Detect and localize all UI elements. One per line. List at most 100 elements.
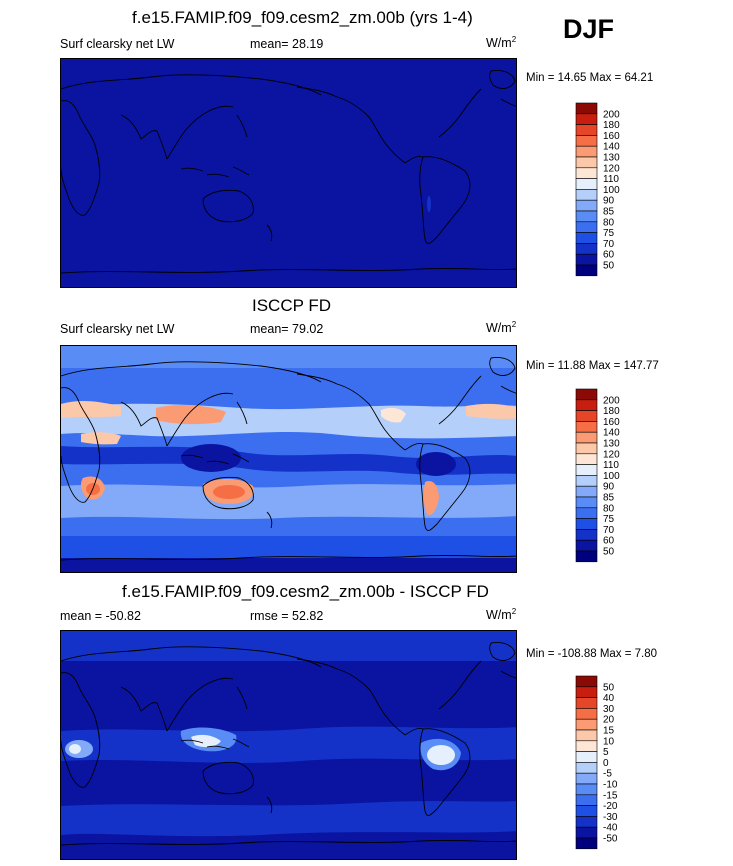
panel1-colorbar-box: [575, 145, 598, 158]
panel3-coastline: [236, 686, 248, 710]
panel2-colorbar-tick-label: 180: [603, 406, 620, 417]
panel1-colorbar-tick-label: 75: [603, 228, 615, 239]
panel3-map: [60, 630, 517, 860]
panel1-coastline: [166, 105, 234, 160]
panel2-coastline: [61, 361, 322, 383]
panel3-coastline: [120, 686, 168, 732]
panel3-colorbar: 50 40 30 20 15 10 5 0 -5 -10 -15 -20 -30 -40 -50: [575, 675, 636, 852]
panel1-colorbar-box: [575, 102, 598, 115]
panel1-colorbar-tick-label: 85: [603, 207, 615, 218]
panel1-colorbar-tick-label: 120: [603, 163, 620, 174]
panel2-colorbar-box: [575, 496, 598, 509]
panel2-antarctic-band: [61, 558, 516, 572]
panel1-colorbar-tick-label: 50: [603, 261, 615, 272]
panel2-colorbar-box: [575, 507, 598, 519]
panel2-coastline: [180, 453, 250, 465]
panel1-units-text: W/m: [486, 36, 512, 51]
panel1-colorbar-tick-label: 100: [603, 185, 620, 196]
panel1-coastline: [419, 156, 471, 244]
panel3-colorbar-tick-label: -5: [603, 769, 612, 780]
panel3-amazon-core: [427, 745, 455, 765]
panel2-colorbar-box: [575, 550, 598, 563]
panel2-coastline: [500, 385, 516, 394]
panel3-colorbar-box: [575, 686, 598, 698]
panel2-coastline: [419, 443, 471, 531]
panel1-colorbar-tick-label: 200: [603, 109, 620, 120]
panel2-colorbar-box: [575, 453, 598, 465]
panel3-colorbar-tick-label: 0: [603, 758, 609, 769]
panel1-colorbar-box: [575, 210, 598, 223]
panel3-arctic-band: [61, 631, 516, 661]
panel1-colorbar-tick-label: 70: [603, 239, 615, 250]
panel2-colorbar-box: [575, 388, 598, 401]
panel3-colorbar-box: [575, 772, 598, 785]
panel2-mean: mean= 79.02: [250, 322, 324, 336]
panel3-colorbar-tick-label: 30: [603, 704, 615, 715]
panel3-colorbar-box: [575, 783, 598, 796]
panel1-coastline: [404, 156, 424, 164]
panel2-colorbar-tick-label: 60: [603, 536, 615, 547]
panel2-sahara-west: [61, 400, 121, 418]
panel1-title: f.e15.FAMIP.f09_f09.cesm2_zm.00b (yrs 1-…: [132, 8, 473, 27]
panel3-mean: mean = -50.82: [60, 609, 141, 623]
panel1-minmax: Min = 14.65 Max = 64.21: [526, 72, 654, 84]
panel2-map-svg: [61, 346, 516, 572]
panel3-colorbar-tick-label: 10: [603, 736, 615, 747]
panel3-colorbar-box: [575, 675, 598, 688]
panel2-units: W/m2: [486, 320, 516, 335]
panel3-coastline: [180, 738, 250, 750]
panel2-colorbar-box: [575, 421, 598, 433]
panel1-coastline: [180, 166, 250, 178]
panel1-colorbar-box: [575, 113, 598, 125]
panel1-mean: mean= 28.19: [250, 37, 324, 51]
panel3-tropic-band: [61, 726, 516, 763]
panel1-colorbar-tick-label: 60: [603, 250, 615, 261]
panel1-colorbar: 200 180 160 140 130 120 110 100 90 85 80 75 70 60 50: [575, 102, 636, 279]
panel2-colorbar-tick-label: 85: [603, 493, 615, 504]
panel1-coastline: [296, 86, 406, 164]
panel3-coastline: [266, 796, 273, 814]
panel3-africa-core: [69, 744, 81, 754]
panel2-minmax: Min = 11.88 Max = 147.77: [526, 360, 659, 372]
panel1-colorbar-box: [575, 156, 598, 169]
panel2-colorbar-tick-label: 50: [603, 547, 615, 558]
panel3-colorbar-tick-label: 50: [603, 682, 615, 693]
panel1-colorbar-tick-label: 160: [603, 131, 620, 142]
panel2-colorbar-tick-label: 120: [603, 449, 620, 460]
panel3-coastline: [404, 728, 424, 736]
panel3-colorbar-box: [575, 729, 598, 742]
panel2-coastline: [266, 511, 273, 529]
panel3-coastline: [489, 642, 516, 661]
panel3-coastline: [296, 658, 406, 736]
panel2-coastline: [296, 373, 406, 451]
panel3-southern-band: [61, 801, 516, 837]
panel1-coastlines: [61, 70, 516, 274]
panel1-colorbar-tick-label: 80: [603, 217, 615, 228]
panel2-colorbar-tick-label: 110: [603, 460, 619, 471]
panel2-colorbar-tick-label: 130: [603, 439, 620, 450]
panel3-colorbar-tick-label: -50: [603, 834, 618, 845]
panel1-colorbar-tick-label: 90: [603, 196, 615, 207]
panel2-colorbar-box: [575, 410, 598, 422]
panel2-coastline: [438, 375, 482, 425]
panel3-colorbar-tick-label: 15: [603, 726, 615, 737]
panel2-colorbar-box: [575, 442, 598, 455]
panel2-itcz-band: [61, 446, 516, 475]
panel3-coastline: [500, 670, 516, 679]
panel1-coastline: [489, 70, 516, 89]
panel2-colorbar-tick-label: 80: [603, 503, 615, 514]
panel1-colorbar-tick-label: 180: [603, 120, 620, 131]
panel1-colorbar-box: [575, 199, 598, 212]
panel1-colorbar-tick-label: 110: [603, 174, 619, 185]
panel3-coastline: [419, 728, 471, 816]
panel3-colorbar-box: [575, 805, 598, 817]
panel3-units: W/m2: [486, 607, 516, 622]
panel1-map-svg: [61, 59, 516, 287]
panel2-coastline: [61, 387, 101, 503]
panel1-colorbar-tick-label: 130: [603, 153, 620, 164]
panel2-arctic-band: [61, 346, 516, 368]
panel3-colorbar-box: [575, 816, 598, 828]
panel2-argentina-warm: [423, 480, 439, 516]
